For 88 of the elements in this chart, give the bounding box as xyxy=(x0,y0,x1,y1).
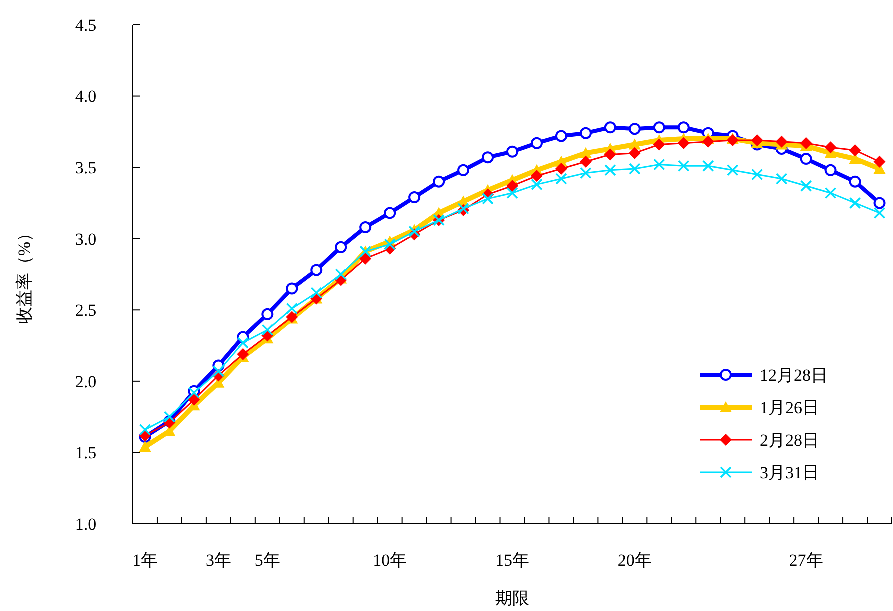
point xyxy=(702,160,714,172)
x-tick-label: 20年 xyxy=(618,551,652,570)
point xyxy=(580,156,592,168)
point xyxy=(139,441,152,452)
point xyxy=(237,348,250,360)
point xyxy=(874,197,886,210)
point xyxy=(212,366,225,378)
point xyxy=(824,187,837,200)
y-axis-title: 收益率（%） xyxy=(15,224,34,324)
legend-label: 12月28日 xyxy=(760,366,828,385)
point xyxy=(458,164,470,176)
point xyxy=(604,122,616,134)
y-tick-label: 3.0 xyxy=(75,230,97,249)
point xyxy=(580,127,592,140)
point xyxy=(776,136,788,148)
legend-label: 1月26日 xyxy=(760,398,820,418)
y-tick-label: 3.5 xyxy=(75,158,97,178)
point xyxy=(653,122,666,134)
point xyxy=(824,142,837,154)
point xyxy=(874,207,886,220)
x-tick-label: 1年 xyxy=(132,551,158,570)
point xyxy=(506,187,518,200)
legend-label: 2月28日 xyxy=(760,430,820,450)
point xyxy=(360,252,372,265)
point xyxy=(751,134,764,146)
point xyxy=(408,192,421,204)
y-tick-label: 4.0 xyxy=(75,87,97,106)
point xyxy=(286,302,298,315)
point xyxy=(555,162,568,175)
point xyxy=(188,394,200,406)
point xyxy=(654,158,666,171)
point xyxy=(726,164,739,176)
legend-label: 3月31日 xyxy=(760,463,820,482)
point xyxy=(506,180,518,192)
point xyxy=(286,282,298,295)
point xyxy=(335,241,348,254)
point xyxy=(384,207,396,220)
point xyxy=(310,264,323,276)
point xyxy=(653,138,666,151)
point xyxy=(751,168,764,181)
point xyxy=(310,287,323,299)
point xyxy=(530,170,543,182)
point xyxy=(800,153,812,166)
point xyxy=(237,337,250,349)
point xyxy=(433,176,446,188)
point xyxy=(408,226,420,238)
point xyxy=(824,164,837,176)
point xyxy=(530,137,543,150)
point xyxy=(849,144,862,156)
point xyxy=(604,148,616,161)
y-tick-label: 1.0 xyxy=(75,514,97,534)
point xyxy=(482,193,494,205)
point xyxy=(678,137,690,150)
x-tick-label: 3年 xyxy=(206,551,232,570)
point xyxy=(360,221,372,234)
y-tick-label: 4.5 xyxy=(75,16,97,35)
point xyxy=(531,178,543,191)
point xyxy=(580,167,592,180)
point xyxy=(164,411,176,423)
y-tick-label: 1.5 xyxy=(75,444,97,463)
point xyxy=(604,164,616,176)
point xyxy=(629,163,641,175)
point xyxy=(384,238,396,250)
x-tick-label: 10年 xyxy=(373,551,408,570)
point xyxy=(678,160,690,172)
point xyxy=(849,197,862,210)
point xyxy=(849,176,862,188)
point xyxy=(628,123,641,136)
point xyxy=(776,173,788,185)
point xyxy=(800,180,812,192)
x-axis-title: 期限 xyxy=(496,589,530,608)
point xyxy=(800,137,812,150)
point xyxy=(874,156,886,168)
point xyxy=(702,136,714,148)
point xyxy=(139,424,152,436)
point xyxy=(628,147,641,160)
point xyxy=(262,308,274,320)
point xyxy=(556,173,568,185)
x-tick-label: 15年 xyxy=(496,551,530,570)
point xyxy=(506,146,518,158)
y-tick-label: 2.0 xyxy=(75,372,97,392)
x-tick-label: 27年 xyxy=(789,551,824,570)
point xyxy=(482,152,494,164)
point xyxy=(555,130,568,142)
x-tick-label: 5年 xyxy=(254,551,280,570)
point xyxy=(678,122,690,134)
y-tick-label: 2.5 xyxy=(75,301,97,320)
point xyxy=(262,324,274,336)
